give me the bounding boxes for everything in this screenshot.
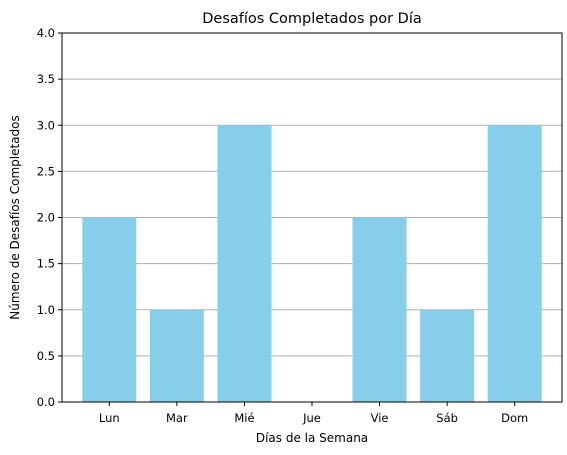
y-tick-label: 0.5 xyxy=(37,349,55,363)
x-tick-label: Dom xyxy=(501,411,528,425)
x-axis-label: Días de la Semana xyxy=(256,431,368,445)
x-axis-ticks: Lun Mar Mié Jue Vie Sáb Dom xyxy=(99,402,528,425)
bar-dom xyxy=(488,125,542,402)
x-tick-label: Mar xyxy=(166,411,188,425)
x-tick-label: Mié xyxy=(234,411,254,425)
y-tick-label: 2.5 xyxy=(37,164,55,178)
y-tick-label: 4.0 xyxy=(37,26,55,40)
bar-mié xyxy=(217,125,271,402)
bar-lun xyxy=(82,218,136,403)
y-axis-label: Número de Desafíos Completados xyxy=(8,115,22,320)
y-tick-label: 2.0 xyxy=(37,211,55,225)
y-axis-ticks: 0.0 0.5 1.0 1.5 2.0 2.5 3.0 3.5 4.0 xyxy=(37,26,62,409)
y-tick-label: 1.5 xyxy=(37,257,55,271)
x-tick-label: Sáb xyxy=(436,411,458,425)
y-tick-label: 3.0 xyxy=(37,118,55,132)
y-tick-label: 3.5 xyxy=(37,72,55,86)
chart-title: Desafíos Completados por Día xyxy=(202,11,422,27)
x-tick-label: Lun xyxy=(99,411,120,425)
x-tick-label: Vie xyxy=(371,411,389,425)
bar-vie xyxy=(353,218,407,403)
bar-sáb xyxy=(420,310,474,402)
bar-mar xyxy=(150,310,204,402)
y-tick-label: 1.0 xyxy=(37,303,55,317)
grid-lines xyxy=(62,33,562,402)
x-tick-label: Jue xyxy=(302,411,321,425)
y-tick-label: 0.0 xyxy=(37,395,55,409)
